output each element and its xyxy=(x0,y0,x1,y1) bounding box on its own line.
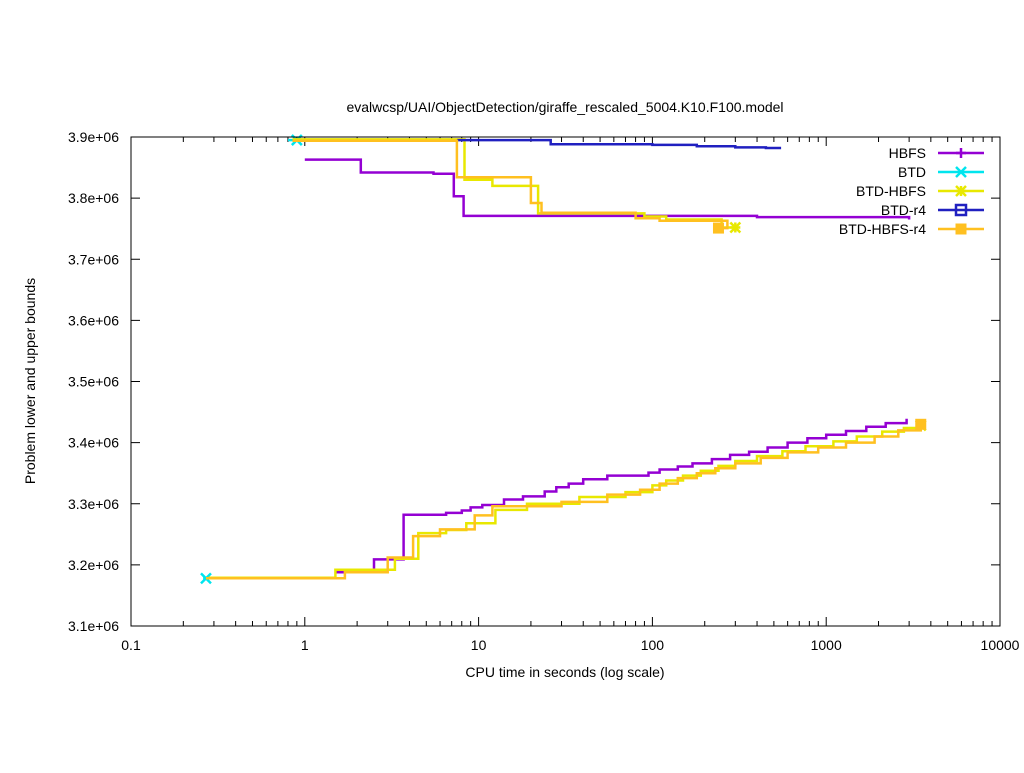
x-axis-label: CPU time in seconds (log scale) xyxy=(465,664,664,680)
legend-item: BTD-HBFS-r4 xyxy=(839,221,984,237)
series-line-hbfs-lower xyxy=(335,418,908,574)
series-line-hbfs-upper xyxy=(304,158,911,220)
series-line-btd-hbfs-r4-lower xyxy=(206,424,923,580)
series-line-btd-hbfs-r4-upper xyxy=(292,139,729,230)
x-tick-label: 1000 xyxy=(811,637,842,653)
legend-label: HBFS xyxy=(889,145,926,161)
point-marker xyxy=(956,148,966,158)
y-tick-label: 3.3e+06 xyxy=(68,496,119,512)
legend-item: BTD-r4 xyxy=(881,202,984,218)
y-tick-label: 3.1e+06 xyxy=(68,618,119,634)
y-tick-label: 3.5e+06 xyxy=(68,374,119,390)
y-tick-label: 3.2e+06 xyxy=(68,557,119,573)
series-line-btd-hbfs-upper xyxy=(292,138,736,229)
y-tick-label: 3.7e+06 xyxy=(68,251,119,267)
plot-series xyxy=(200,134,927,585)
x-tick-label: 100 xyxy=(641,637,665,653)
point-marker xyxy=(955,166,967,178)
y-axis-label: Problem lower and upper bounds xyxy=(22,278,38,484)
point-marker xyxy=(200,572,212,585)
y-tick-label: 3.4e+06 xyxy=(68,435,119,451)
y-tick-label: 3.8e+06 xyxy=(68,190,119,206)
series-line-btd-r4-upper xyxy=(456,138,782,150)
x-tick-label: 1 xyxy=(301,637,309,653)
series-line-btd-hbfs-lower xyxy=(208,425,923,579)
point-marker xyxy=(955,223,967,235)
legend-label: BTD-r4 xyxy=(881,202,926,218)
point-marker xyxy=(954,203,968,217)
point-marker xyxy=(955,185,967,197)
plot-frame xyxy=(130,136,1001,627)
tick-marks xyxy=(130,136,1001,627)
x-tick-label: 0.1 xyxy=(121,637,141,653)
tick-labels: 0.1 1 10 100 1000 10000 3.1e+06 3.2e+06 3.3e+06 3… xyxy=(68,129,1020,653)
point-marker xyxy=(729,221,742,234)
chart-title: evalwcsp/UAI/ObjectDetection/giraffe_res… xyxy=(346,99,783,115)
y-tick-label: 3.9e+06 xyxy=(68,129,119,145)
legend-item: BTD-HBFS xyxy=(856,183,984,199)
y-tick-label: 3.6e+06 xyxy=(68,312,119,328)
legend-item: HBFS xyxy=(889,145,984,161)
legend-item: BTD xyxy=(898,164,984,180)
legend: HBFS BTD BTD-HBFS BTD-r4 BTD-HBFS-r4 xyxy=(839,145,984,237)
legend-label: BTD-HBFS-r4 xyxy=(839,221,926,237)
point-marker xyxy=(712,222,724,234)
legend-label: BTD xyxy=(898,164,926,180)
legend-label: BTD-HBFS xyxy=(856,183,926,199)
point-marker xyxy=(915,418,927,430)
x-tick-label: 10 xyxy=(471,637,487,653)
x-tick-label: 10000 xyxy=(981,637,1020,653)
